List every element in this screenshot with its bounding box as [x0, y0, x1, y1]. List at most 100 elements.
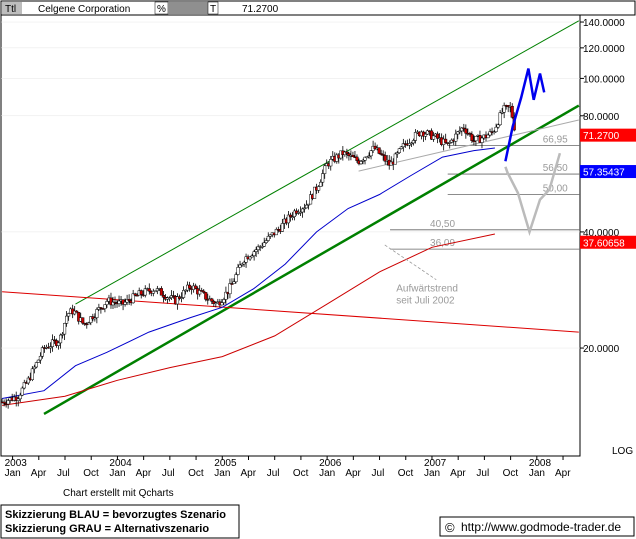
- x-month-label: Apr: [31, 468, 47, 479]
- x-axis: Jan Apr Jul Oct Jan Apr Jul Oct Jan Apr Jul Oct Jan A…: [5, 456, 571, 479]
- candle-body: [18, 394, 22, 400]
- candle-body: [317, 186, 321, 191]
- candle-body: [383, 155, 387, 162]
- candle-body: [361, 160, 365, 162]
- candle-body: [300, 208, 305, 213]
- header-title: Celgene Corporation: [38, 4, 130, 15]
- candle-body: [194, 285, 198, 289]
- candle-body: [365, 156, 369, 159]
- candle-body: [250, 255, 254, 258]
- candle-body: [75, 310, 79, 313]
- candle-body: [407, 143, 411, 146]
- x-month-label: Oct: [83, 468, 99, 479]
- candle-body: [198, 290, 202, 295]
- price-tag-layer: 71.2700 57.35437 37.60658: [580, 128, 636, 249]
- candle-body: [456, 131, 460, 135]
- candle-body: [355, 156, 359, 161]
- candle-body: [204, 292, 208, 300]
- level-label: 36,09: [430, 238, 455, 249]
- x-year-label: 2005: [214, 458, 237, 469]
- candle-body: [222, 299, 226, 303]
- candle-body: [65, 315, 69, 324]
- candle-body: [345, 151, 349, 154]
- candle-body: [111, 301, 115, 306]
- annotation-text: Aufwärtstrend: [396, 284, 458, 295]
- candle-body: [131, 293, 135, 304]
- candle-body: [359, 161, 363, 165]
- level-label: 66,95: [543, 135, 568, 146]
- candle-body: [20, 387, 24, 396]
- candle-body: [423, 133, 428, 137]
- candle-body: [22, 382, 26, 389]
- candle-body: [425, 130, 430, 135]
- candle-body: [319, 181, 323, 187]
- candle-body: [413, 132, 417, 141]
- scenario-path: [504, 152, 562, 237]
- moving-average-line: [2, 147, 495, 399]
- candle-body: [133, 293, 137, 296]
- candle-body: [486, 134, 490, 139]
- x-month-label: Jan: [109, 468, 125, 479]
- candle-body: [480, 137, 484, 143]
- website-url[interactable]: http://www.godmode-trader.de: [461, 520, 621, 534]
- candle-body: [369, 150, 373, 157]
- x-month-label: Jan: [5, 468, 21, 479]
- candle-body: [220, 302, 224, 306]
- candle-body: [321, 173, 325, 183]
- candle-body: [85, 323, 89, 326]
- candle-body: [474, 136, 478, 142]
- legend-grey-text: Skizzierung GRAU = Alternativszenario: [5, 523, 209, 535]
- candle-body: [470, 133, 474, 141]
- candle-body: [179, 297, 184, 299]
- candle-body: [464, 128, 468, 134]
- copyright-icon: ©: [445, 520, 455, 535]
- candle-body: [182, 290, 186, 298]
- x-month-label: Apr: [240, 468, 256, 479]
- candle-body: [240, 263, 244, 266]
- legend-blue-text: Skizzierung BLAU = bevorzugtes Szenario: [5, 509, 226, 521]
- y-tick-label: 20.0000: [583, 344, 620, 355]
- y-tick-label: 100.0000: [583, 74, 625, 85]
- x-month-label: Oct: [188, 468, 204, 479]
- scenario-layer: [504, 68, 562, 237]
- candle-body: [367, 155, 371, 158]
- copyright-box[interactable]: © http://www.godmode-trader.de: [439, 516, 635, 537]
- candle-body: [363, 156, 367, 161]
- x-year-label: 2003: [5, 458, 28, 469]
- candle-body: [188, 284, 192, 289]
- x-month-label: Jan: [319, 468, 335, 479]
- x-month-label: Jul: [476, 468, 489, 479]
- candle-body: [32, 366, 36, 370]
- candle-body: [101, 308, 105, 310]
- candle-body: [377, 147, 381, 154]
- candle-body: [472, 140, 476, 142]
- x-month-label: Apr: [136, 468, 152, 479]
- grid-layer: [1, 21, 580, 349]
- candle-body: [175, 296, 180, 305]
- annotation-pointer: [384, 244, 437, 281]
- candle-body: [500, 112, 504, 114]
- candle-body: [161, 295, 165, 298]
- x-month-label: Oct: [398, 468, 414, 479]
- candle-body: [292, 210, 297, 217]
- candle-body: [212, 300, 216, 305]
- candle-body: [381, 154, 385, 156]
- header-last-value: 71.2700: [242, 4, 279, 15]
- candle-body: [30, 368, 34, 380]
- candle-body: [313, 186, 317, 199]
- candle-body: [135, 294, 139, 297]
- level-label: 50,00: [543, 184, 568, 195]
- x-month-label: Oct: [293, 468, 309, 479]
- candle-body: [448, 142, 452, 144]
- candle-body: [347, 153, 351, 157]
- candle-body: [444, 138, 448, 143]
- candle-body: [202, 290, 206, 293]
- candle-body: [224, 291, 228, 300]
- candle-body: [117, 300, 121, 304]
- candle-body: [2, 401, 6, 404]
- candle-body: [307, 203, 311, 206]
- price-tag-bg: [580, 235, 636, 249]
- candle-body: [242, 262, 246, 265]
